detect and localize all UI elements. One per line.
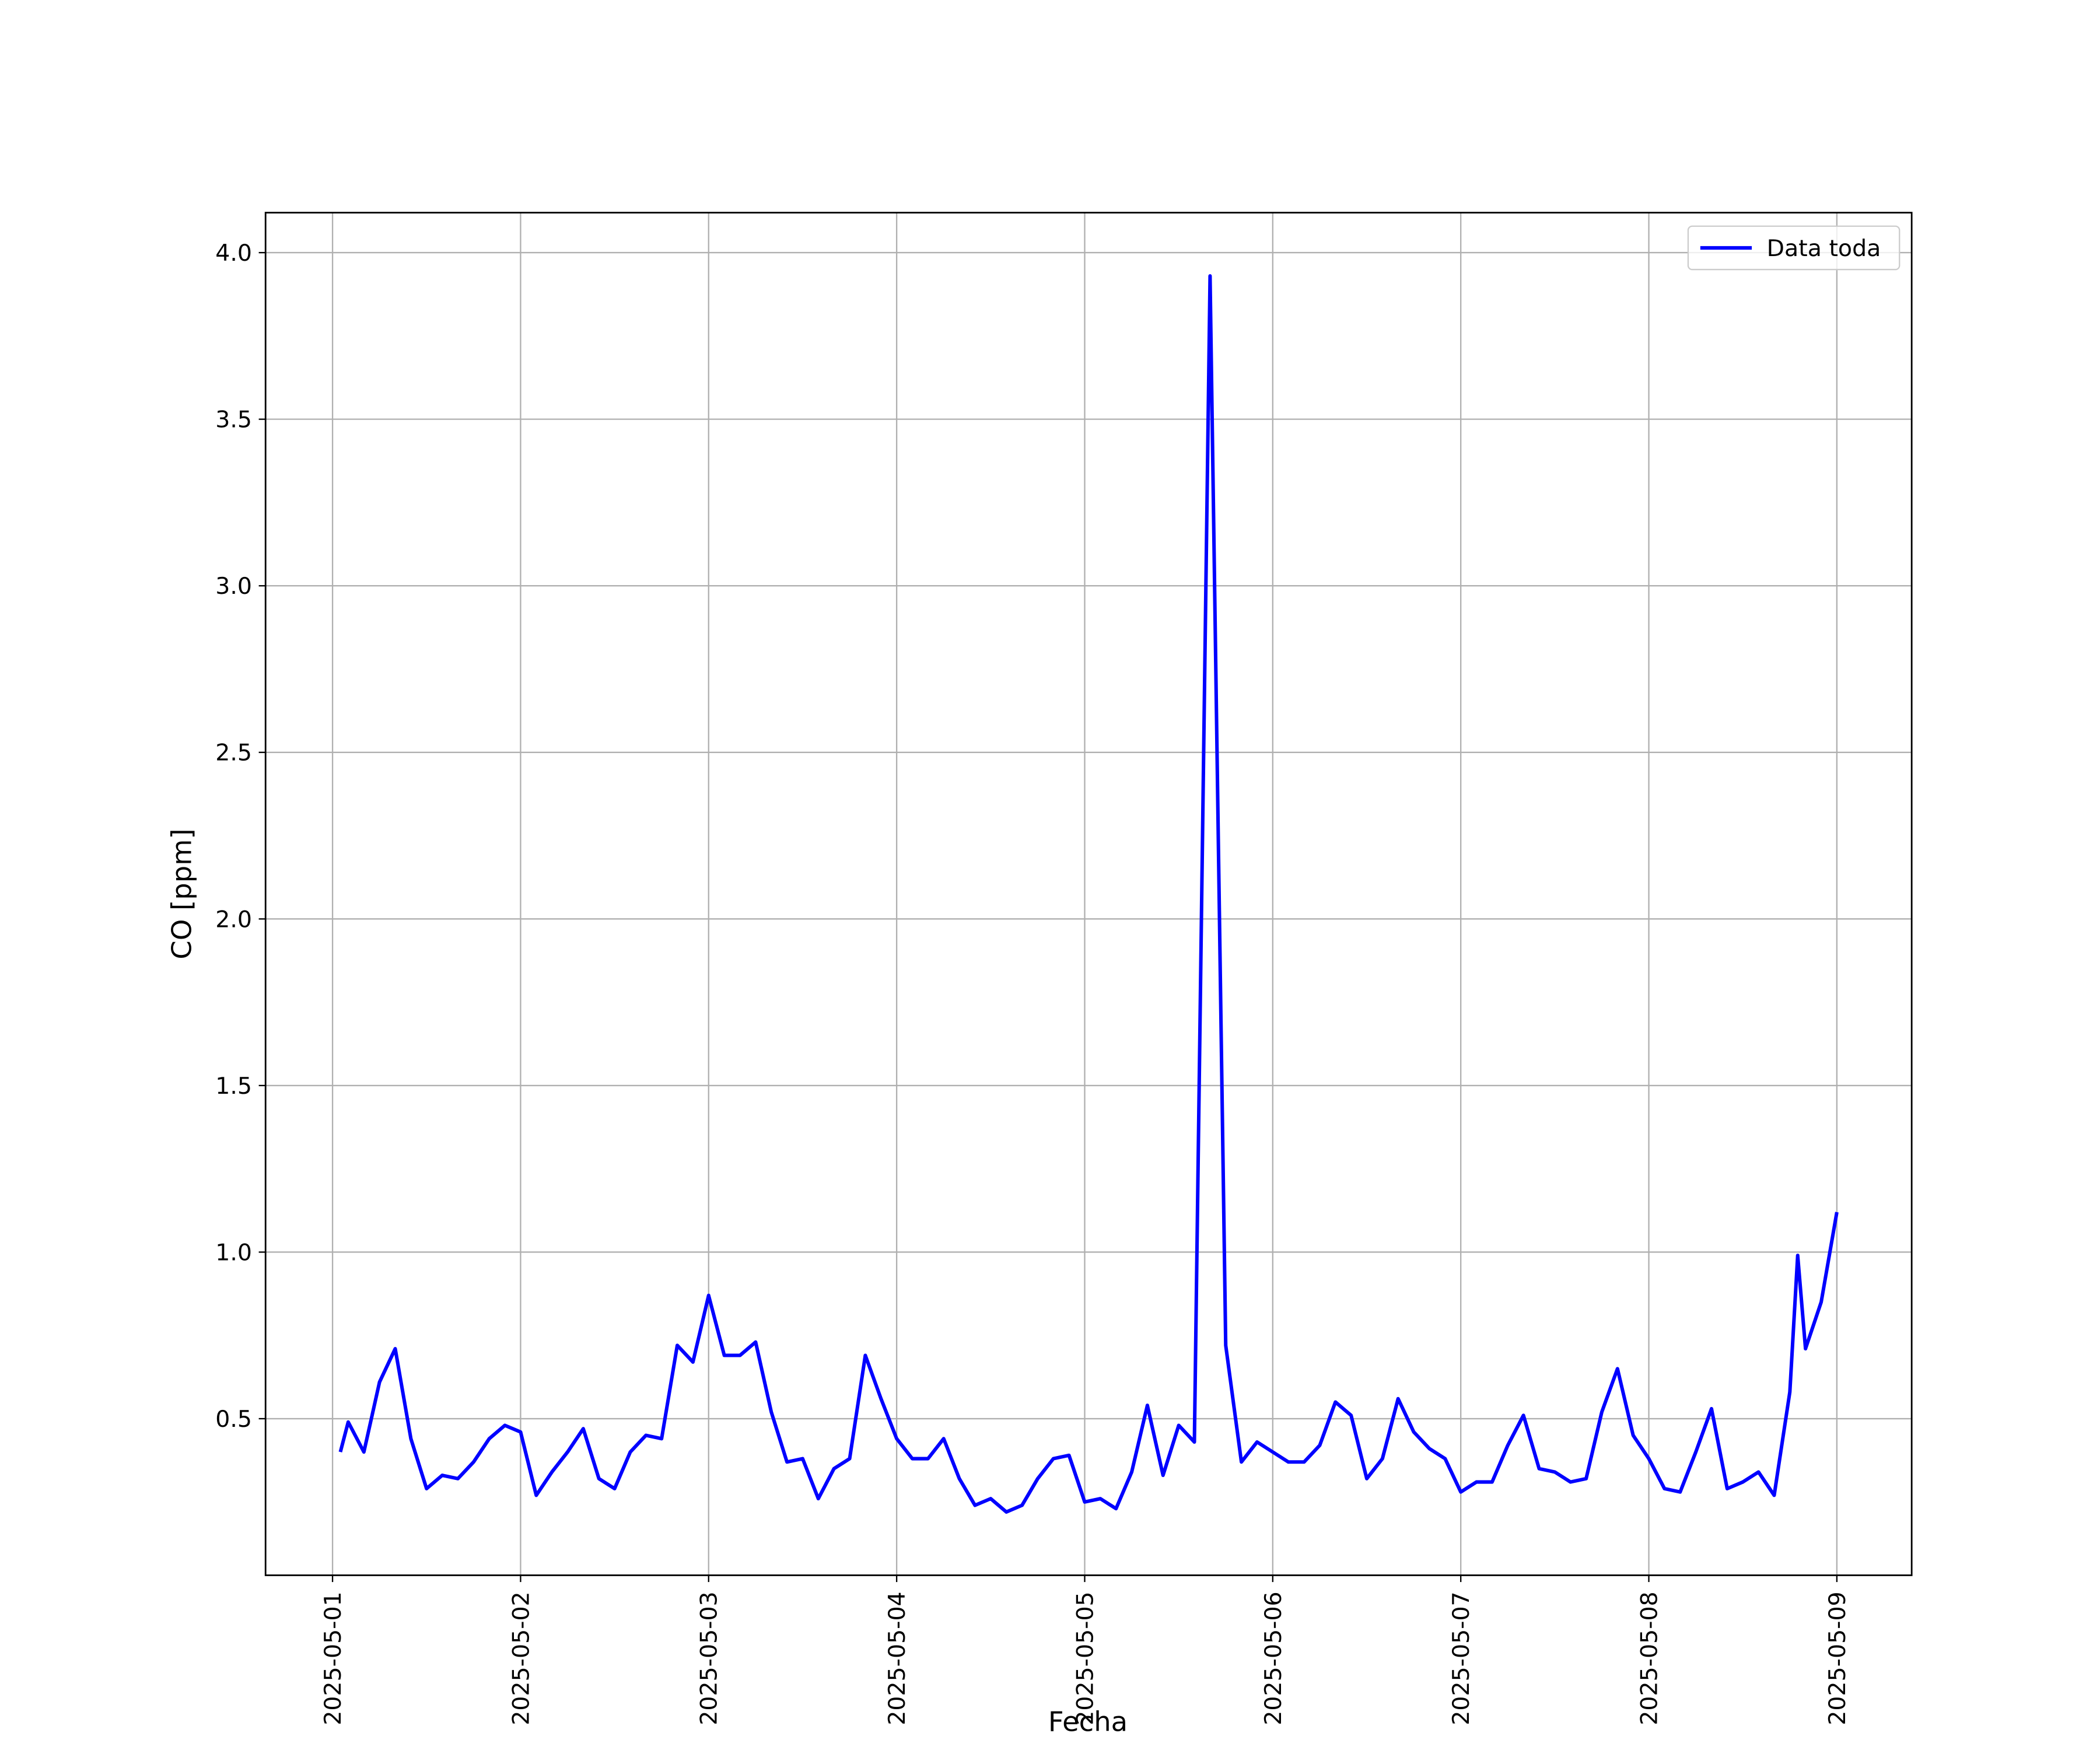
y-tick-label: 2.5 [215, 740, 252, 766]
legend-label: Data toda [1767, 235, 1881, 262]
x-tick-label: 2025-05-07 [1448, 1591, 1475, 1725]
x-tick-label: 2025-05-05 [1072, 1591, 1098, 1725]
y-tick-label: 4.0 [215, 240, 252, 267]
y-axis-label: CO [ppm] [166, 828, 197, 959]
y-tick-label: 3.0 [215, 573, 252, 600]
axes-frame [264, 212, 1913, 1576]
legend-box [1687, 225, 1901, 271]
y-tick-label: 0.5 [215, 1406, 252, 1433]
x-tick-label: 2025-05-01 [320, 1591, 346, 1725]
x-tick-label: 2025-05-02 [508, 1591, 534, 1725]
x-tick-label: 2025-05-03 [696, 1591, 723, 1725]
y-tick-label: 1.5 [215, 1073, 252, 1100]
y-tick-label: 1.0 [215, 1239, 252, 1266]
x-axis-label: Fecha [1048, 1706, 1128, 1737]
plot-area [338, 274, 1839, 1514]
y-tick-label: 3.5 [215, 407, 252, 433]
data-line [338, 274, 1839, 1514]
x-tick-label: 2025-05-06 [1260, 1591, 1287, 1725]
x-tick-label: 2025-05-04 [884, 1591, 911, 1725]
x-tick-label: 2025-05-09 [1824, 1591, 1851, 1725]
legend: Data toda [1687, 225, 1901, 271]
x-tick-label: 2025-05-08 [1636, 1591, 1662, 1725]
y-tick-label: 2.0 [215, 906, 252, 933]
grid [265, 212, 1912, 1576]
